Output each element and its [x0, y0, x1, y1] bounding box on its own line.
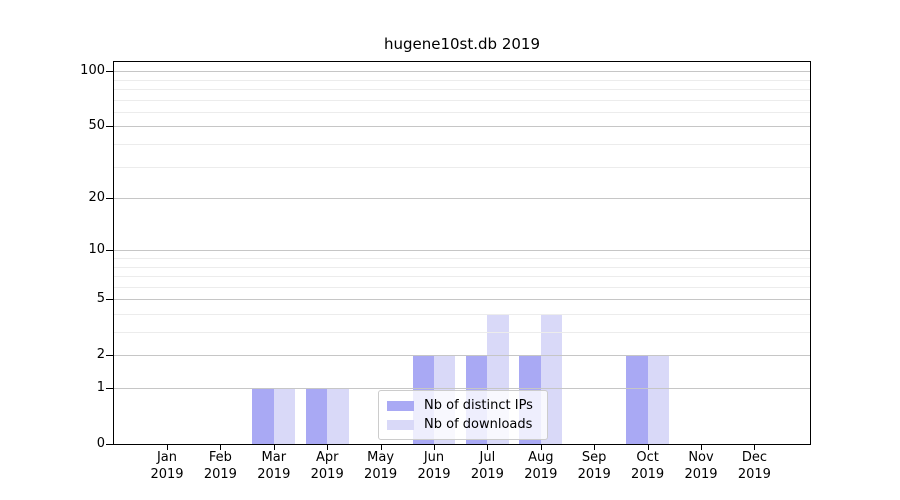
x-tick-feb — [220, 445, 222, 450]
y-tick-label-2: 2 — [96, 347, 105, 363]
legend: Nb of distinct IPs Nb of downloads — [378, 390, 548, 440]
y-tick-10 — [106, 250, 113, 252]
x-label-month: Feb — [208, 450, 232, 465]
x-label-month: Mar — [261, 450, 287, 465]
y-tick-label-10: 10 — [88, 242, 105, 258]
x-label-year: 2019 — [364, 467, 398, 482]
bar-oct-downloads — [647, 355, 669, 444]
x-label-month: Jun — [423, 450, 445, 465]
y-tick-0 — [106, 444, 113, 445]
x-tick-label-sep: Sep 2019 — [562, 449, 626, 483]
x-label-month: Apr — [315, 450, 339, 465]
x-tick-label-jul: Jul 2019 — [455, 449, 519, 483]
x-label-month: Nov — [688, 450, 714, 465]
y-tick-5 — [106, 299, 113, 301]
legend-item-downloads: Nb of downloads — [387, 415, 538, 434]
chart-title: hugene10st.db 2019 — [383, 35, 541, 53]
y-tick-label-100: 100 — [80, 63, 105, 79]
y-tick-label-20: 20 — [88, 190, 105, 205]
x-label-year: 2019 — [417, 467, 451, 482]
x-label-year: 2019 — [631, 467, 665, 482]
x-tick-label-mar: Mar 2019 — [242, 449, 306, 483]
bar-mar-distinct-ips — [252, 388, 274, 444]
legend-label-downloads: Nb of downloads — [424, 417, 533, 432]
x-tick-label-oct: Oct 2019 — [616, 449, 680, 483]
x-label-month: Aug — [528, 450, 554, 465]
x-tick-label-jan: Jan 2019 — [135, 449, 199, 483]
x-label-month: Sep — [581, 450, 607, 465]
x-tick-oct — [647, 445, 649, 450]
legend-item-distinct-ips: Nb of distinct IPs — [387, 396, 538, 415]
x-label-month: Oct — [636, 450, 659, 465]
y-tick-label-50: 50 — [88, 118, 105, 134]
y-tick-20 — [106, 198, 113, 199]
x-tick-jul — [487, 445, 489, 450]
x-label-month: Jan — [156, 450, 178, 465]
y-tick-label-5: 5 — [96, 291, 105, 307]
x-label-year: 2019 — [737, 467, 771, 482]
y-tick-100 — [106, 71, 113, 73]
x-tick-nov — [701, 445, 702, 450]
x-label-year: 2019 — [470, 467, 504, 482]
x-label-year: 2019 — [257, 467, 291, 482]
x-tick-mar — [273, 445, 275, 450]
bar-oct-distinct-ips — [626, 355, 648, 444]
x-label-month: May — [367, 450, 395, 465]
legend-swatch-downloads — [387, 419, 414, 430]
x-tick-apr — [327, 445, 329, 450]
x-label-month: Dec — [741, 450, 767, 465]
x-tick-label-nov: Nov 2019 — [669, 449, 733, 483]
x-tick-dec — [754, 445, 756, 450]
y-tick-1 — [106, 388, 113, 389]
x-tick-label-may: May 2019 — [349, 449, 413, 483]
x-tick-aug — [540, 445, 542, 450]
x-tick-sep — [594, 445, 596, 450]
x-label-year: 2019 — [150, 467, 184, 482]
x-label-month: Jul — [479, 450, 496, 465]
y-tick-2 — [106, 355, 113, 357]
x-label-year: 2019 — [310, 467, 344, 482]
x-tick-label-jun: Jun 2019 — [402, 449, 466, 483]
x-tick-jan — [167, 445, 168, 450]
plot-area — [113, 61, 811, 445]
x-tick-label-apr: Apr 2019 — [295, 449, 359, 483]
x-tick-label-dec: Dec 2019 — [722, 449, 786, 483]
bar-layer — [114, 62, 810, 444]
bar-apr-downloads — [327, 388, 349, 444]
x-label-year: 2019 — [684, 467, 718, 482]
x-label-year: 2019 — [577, 467, 611, 482]
bar-mar-downloads — [273, 388, 296, 444]
x-label-year: 2019 — [203, 467, 237, 482]
legend-swatch-distinct-ips — [387, 400, 414, 411]
x-tick-jun — [434, 445, 435, 450]
x-tick-label-aug: Aug 2019 — [509, 449, 573, 483]
x-label-year: 2019 — [524, 467, 558, 482]
y-tick-50 — [106, 126, 113, 128]
y-tick-label-0: 0 — [96, 436, 105, 451]
x-tick-may — [380, 445, 382, 450]
x-tick-label-feb: Feb 2019 — [188, 449, 252, 483]
legend-label-distinct-ips: Nb of distinct IPs — [424, 398, 533, 413]
y-tick-label-1: 1 — [96, 380, 105, 395]
bar-apr-distinct-ips — [305, 388, 328, 444]
